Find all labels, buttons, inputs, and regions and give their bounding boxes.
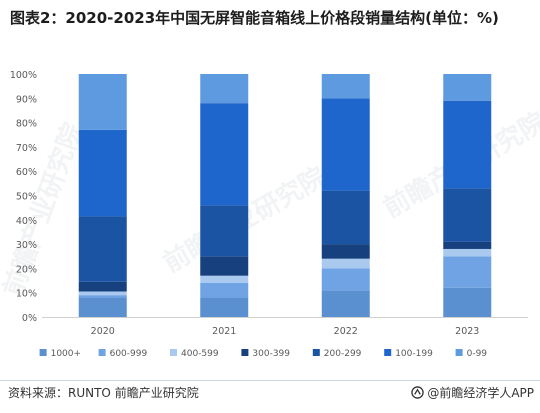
- bar-segment-1000+: [78, 297, 127, 317]
- qianzhan-logo-icon: [411, 386, 425, 399]
- y-tick-label: 20%: [16, 264, 37, 275]
- legend-swatch: [170, 349, 177, 356]
- bar-segment-100-199: [443, 100, 492, 189]
- y-tick-label: 0%: [22, 313, 37, 324]
- axes: 0% 10% 20% 30% 40% 50% 60% 70% 80% 90% 100% 2020 202…: [10, 70, 528, 337]
- y-tick-label: 90%: [16, 94, 37, 105]
- y-tick-label: 70%: [16, 143, 37, 154]
- bar-segment-1000+: [321, 290, 370, 317]
- x-tick-label: 2020: [91, 326, 115, 337]
- source-text: 资料来源：RUNTO 前瞻产业研究院: [8, 386, 199, 400]
- bar-segment-400-599: [443, 248, 492, 257]
- bar-segment-100-199: [200, 103, 249, 206]
- watermark-text: 前瞻产业研究院: [0, 119, 89, 301]
- footer: 资料来源：RUNTO 前瞻产业研究院 @前瞻经济学人APP: [0, 380, 540, 413]
- bar-segment-1000+: [200, 297, 249, 317]
- y-tick-label: 100%: [10, 70, 37, 81]
- legend-swatch: [312, 349, 320, 356]
- bar-segment-200-299: [200, 205, 249, 257]
- legend-label: 400-599: [181, 349, 219, 359]
- y-tick-label: 80%: [16, 119, 37, 130]
- bar-segment-600-999: [443, 256, 492, 288]
- y-tick-label: 30%: [16, 240, 37, 251]
- bar-segment-400-599: [321, 258, 370, 269]
- legend-label: 300-399: [252, 349, 290, 359]
- bar-segment-0-99: [78, 74, 127, 130]
- x-tick-label: 2021: [212, 326, 236, 337]
- legend-swatch: [384, 349, 392, 356]
- bar-segment-300-399: [78, 281, 127, 292]
- y-tick-label: 60%: [16, 167, 37, 178]
- bar-segment-0-99: [443, 74, 492, 101]
- legend-label: 100-199: [395, 349, 433, 359]
- legend-label: 600-999: [110, 349, 148, 359]
- bar-segment-600-999: [200, 282, 249, 298]
- y-tick-label: 50%: [16, 192, 37, 203]
- bar-segment-0-99: [200, 74, 249, 104]
- legend: 1000+ 600-999 400-599 300-399 200-299 100-199…: [39, 349, 488, 359]
- legend-label: 200-299: [324, 349, 362, 359]
- y-tick-label: 40%: [16, 216, 37, 227]
- bar-segment-100-199: [321, 98, 370, 191]
- bar-segment-600-999: [321, 268, 370, 291]
- legend-swatch: [39, 349, 47, 356]
- chart-title: 图表2：2020-2023年中国无屏智能音箱线上价格段销量结构(单位：%): [10, 9, 499, 27]
- bar-segment-600-999: [78, 295, 127, 298]
- bar-segment-200-299: [321, 190, 370, 245]
- legend-label: 0-99: [467, 349, 488, 359]
- bar-segment-200-299: [78, 216, 127, 282]
- bar-segment-1000+: [443, 287, 492, 317]
- x-tick-label: 2022: [334, 326, 358, 337]
- bar-segment-300-399: [200, 256, 249, 276]
- bar-segment-300-399: [443, 241, 492, 249]
- stacked-bar-chart: 前瞻产业研究院前瞻产业研究院前瞻产业研究院 0%10%20%30%40%50%6…: [0, 70, 540, 359]
- bar-segment-300-399: [321, 244, 370, 259]
- legend-swatch: [98, 349, 106, 356]
- brand-credit[interactable]: @前瞻经济学人APP: [411, 384, 534, 401]
- bar-segment-200-299: [443, 188, 492, 242]
- legend-label: 1000+: [51, 349, 81, 359]
- x-tick-label: 2023: [455, 326, 479, 337]
- bar-segment-100-199: [78, 129, 127, 217]
- bar-segment-400-599: [200, 275, 249, 283]
- bars: [78, 74, 492, 317]
- brand-text: @前瞻经济学人APP: [427, 386, 534, 400]
- y-tick-label: 10%: [16, 289, 37, 300]
- legend-swatch: [241, 349, 249, 356]
- bar-segment-400-599: [78, 291, 127, 296]
- legend-swatch: [455, 349, 463, 356]
- bar-segment-0-99: [321, 74, 370, 99]
